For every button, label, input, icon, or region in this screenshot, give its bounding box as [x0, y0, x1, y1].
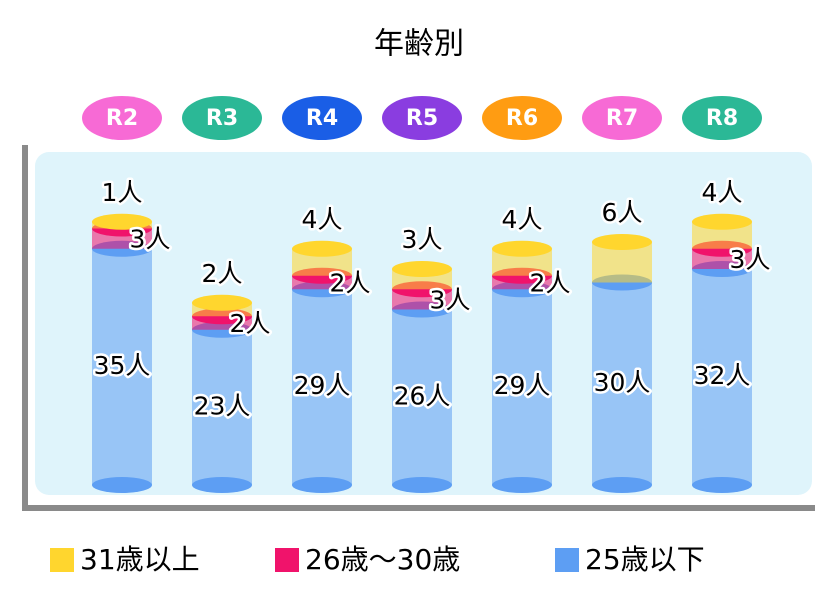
category-badge [282, 96, 362, 140]
data-label: 2人 [230, 309, 271, 338]
legend-swatch [555, 548, 579, 572]
data-label: 29人 [494, 371, 551, 400]
data-label: 3人 [402, 225, 443, 254]
category-label: R3 [206, 106, 238, 131]
data-label: 3人 [130, 225, 171, 254]
data-label: 32人 [694, 361, 751, 390]
cylinder-segment [92, 248, 152, 485]
category-label: R5 [406, 106, 438, 131]
legend-label: 25歳以下 [585, 543, 705, 576]
category-label: R2 [106, 106, 138, 131]
data-label: 23人 [194, 391, 251, 420]
chart-title: 年齢別 [374, 27, 464, 62]
data-label: 3人 [430, 285, 471, 314]
category-badge [482, 96, 562, 140]
segment-top [192, 294, 252, 311]
data-label: 2人 [202, 259, 243, 288]
data-label: 4人 [302, 205, 343, 234]
legend-label: 26歳～30歳 [305, 543, 460, 576]
category-badge [82, 96, 162, 140]
data-label: 4人 [502, 205, 543, 234]
category-label: R6 [506, 106, 538, 131]
category-label: R8 [706, 106, 738, 131]
data-label: 1人 [102, 178, 143, 207]
segment-top [492, 240, 552, 257]
category-badge [582, 96, 662, 140]
cylinder-segment [192, 329, 252, 485]
segment-top [92, 213, 152, 230]
cylinder-segment [592, 282, 652, 485]
cylinder-segment [392, 309, 452, 485]
category-badge [182, 96, 262, 140]
data-label: 35人 [94, 351, 151, 380]
legend-swatch [275, 548, 299, 572]
category-label: R4 [306, 106, 338, 131]
data-label: 2人 [330, 269, 371, 298]
data-label: 30人 [594, 368, 651, 397]
cylinder-segment [292, 289, 352, 485]
legend-swatch [50, 548, 74, 572]
category-badge [682, 96, 762, 140]
cylinder-segment [692, 269, 752, 485]
segment-top [292, 240, 352, 257]
data-label: 6人 [602, 198, 643, 227]
category-label: R7 [606, 106, 638, 131]
legend-label: 31歳以上 [80, 543, 200, 576]
category-badge [382, 96, 462, 140]
segment-top [592, 234, 652, 250]
segment-top [692, 213, 752, 230]
cylinder-segment [492, 289, 552, 485]
segment-top [392, 261, 452, 277]
data-label: 26人 [394, 381, 451, 410]
data-label: 3人 [730, 245, 771, 274]
data-label: 4人 [702, 178, 743, 207]
data-label: 29人 [294, 371, 351, 400]
data-label: 2人 [530, 269, 571, 298]
